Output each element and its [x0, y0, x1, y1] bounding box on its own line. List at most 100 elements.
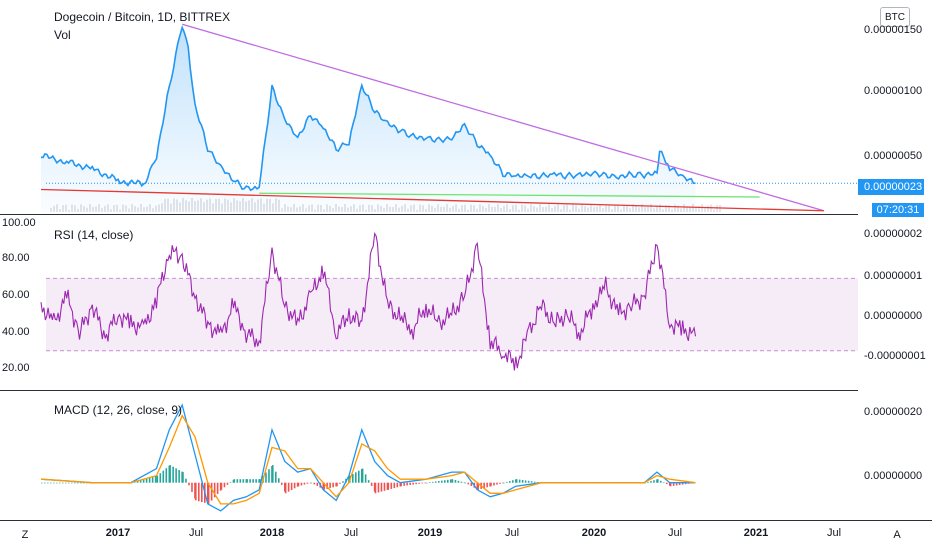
- macd-histogram-bar: [377, 482, 380, 493]
- macd-histogram-bar: [332, 482, 334, 488]
- macd-histogram-bar: [335, 482, 337, 487]
- macd-histogram-bar: [681, 482, 684, 485]
- macd-histogram-bar: [464, 482, 467, 484]
- macd-histogram-bar: [86, 482, 88, 484]
- macd-histogram-bar: [490, 482, 492, 487]
- macd-histogram-bar: [271, 465, 273, 483]
- macd-histogram-bar: [463, 482, 466, 484]
- price-tick: 0.00000100: [864, 85, 923, 97]
- zoom-reset-button[interactable]: Z: [21, 529, 29, 541]
- macd-histogram-bar: [326, 482, 328, 489]
- macd-histogram-bar: [236, 479, 239, 483]
- macd-histogram-bar: [672, 482, 675, 486]
- bar-countdown: 07:20:31: [872, 203, 924, 217]
- macd-histogram-bar: [506, 481, 508, 483]
- macd-histogram-bar: [191, 482, 193, 492]
- macd-histogram-bar: [322, 482, 325, 490]
- time-tick: Jul: [667, 527, 683, 539]
- macd-histogram-bar: [195, 482, 197, 501]
- macd-histogram-bar: [493, 482, 495, 486]
- macd-histogram-bar: [669, 482, 672, 487]
- macd-histogram-bar: [438, 481, 440, 483]
- macd-histogram-bar: [486, 482, 488, 488]
- macd-histogram-bar: [454, 480, 457, 483]
- macd-histogram-bar: [56, 482, 58, 484]
- macd-histogram-bar: [361, 468, 364, 483]
- macd-histogram-bar: [213, 482, 216, 498]
- macd-histogram-bar: [678, 482, 681, 485]
- macd-histogram-bar: [168, 465, 171, 483]
- pane-separator-2[interactable]: [0, 390, 858, 391]
- macd-histogram-bar: [316, 482, 319, 487]
- macd-histogram-bar: [418, 482, 420, 484]
- macd-label: MACD (12, 26, close, 9): [54, 403, 183, 417]
- macd-histogram-bar: [444, 480, 446, 483]
- macd-histogram-bar: [53, 482, 55, 484]
- macd-histogram-bar: [284, 482, 287, 494]
- macd-histogram-bar: [399, 482, 402, 487]
- rsi-label: RSI (14, close): [54, 228, 134, 242]
- macd-histogram-bar: [476, 482, 479, 490]
- volume-bar: [704, 208, 706, 212]
- macd-histogram-bar: [374, 482, 377, 494]
- price-area: [41, 27, 696, 212]
- macd-histogram-bar: [406, 482, 408, 486]
- macd-histogram-bar: [684, 482, 687, 485]
- macd-histogram-bar: [358, 470, 360, 483]
- macd-signal-line: [40, 414, 696, 505]
- macd-histogram-bar: [530, 481, 533, 483]
- pane-separator-1[interactable]: [0, 214, 858, 215]
- rsi-right-tick: 0.00000002: [864, 228, 923, 240]
- time-axis-border: [0, 520, 932, 521]
- macd-histogram-bar: [467, 482, 470, 485]
- trendline-2: [40, 188, 824, 212]
- macd-histogram-bar: [309, 482, 312, 484]
- macd-histogram-bar: [226, 482, 229, 485]
- macd-histogram-bar: [148, 477, 151, 483]
- macd-histogram-bar: [239, 479, 242, 483]
- time-tick: Jul: [343, 527, 359, 539]
- macd-histogram-bar: [336, 482, 338, 487]
- macd-histogram-bar: [142, 479, 145, 483]
- macd-histogram-bar: [373, 482, 376, 492]
- macd-histogram-bar: [165, 468, 168, 483]
- macd-histogram-bar: [59, 482, 61, 484]
- macd-histogram-bar: [470, 482, 473, 487]
- macd-histogram-bar: [367, 480, 370, 483]
- macd-histogram-bar: [139, 480, 142, 483]
- macd-histogram-bar: [447, 479, 449, 483]
- macd-histogram-bar: [68, 482, 70, 484]
- macd-histogram-bar: [361, 469, 363, 483]
- macd-histogram-bar: [44, 482, 46, 484]
- macd-histogram-bar: [355, 472, 357, 483]
- macd-histogram-bar: [496, 482, 498, 485]
- macd-histogram-bar: [65, 482, 67, 484]
- time-tick: 2019: [417, 527, 443, 539]
- macd-histogram-bar: [233, 479, 236, 483]
- time-tick: 2017: [105, 527, 131, 539]
- time-tick: 2018: [259, 527, 285, 539]
- macd-tick: 0.00000000: [864, 470, 923, 482]
- macd-histogram-bar: [201, 482, 203, 503]
- macd-histogram-bar: [162, 470, 165, 483]
- macd-histogram-bar: [252, 479, 254, 483]
- macd-histogram-bar: [387, 482, 390, 490]
- macd-histogram-bar: [348, 476, 350, 483]
- macd-histogram-bar: [396, 482, 399, 488]
- macd-histogram-bar: [198, 482, 200, 502]
- rsi-tick: 40.00: [2, 326, 30, 338]
- macd-histogram-bar: [188, 482, 190, 486]
- macd-histogram-bar: [185, 478, 187, 483]
- macd-histogram-bar: [246, 479, 248, 483]
- auto-scale-button[interactable]: A: [893, 529, 901, 541]
- macd-histogram-bar: [370, 482, 373, 486]
- macd-histogram-bar: [383, 482, 386, 491]
- macd-histogram-bar: [259, 479, 261, 483]
- macd-histogram-bar: [441, 480, 443, 483]
- price-tick: 0.00000050: [864, 150, 923, 162]
- macd-histogram-bar: [364, 474, 367, 483]
- macd-histogram-bar: [210, 482, 213, 501]
- currency-unit-button[interactable]: BTC: [880, 7, 910, 27]
- macd-histogram-bar: [518, 479, 521, 483]
